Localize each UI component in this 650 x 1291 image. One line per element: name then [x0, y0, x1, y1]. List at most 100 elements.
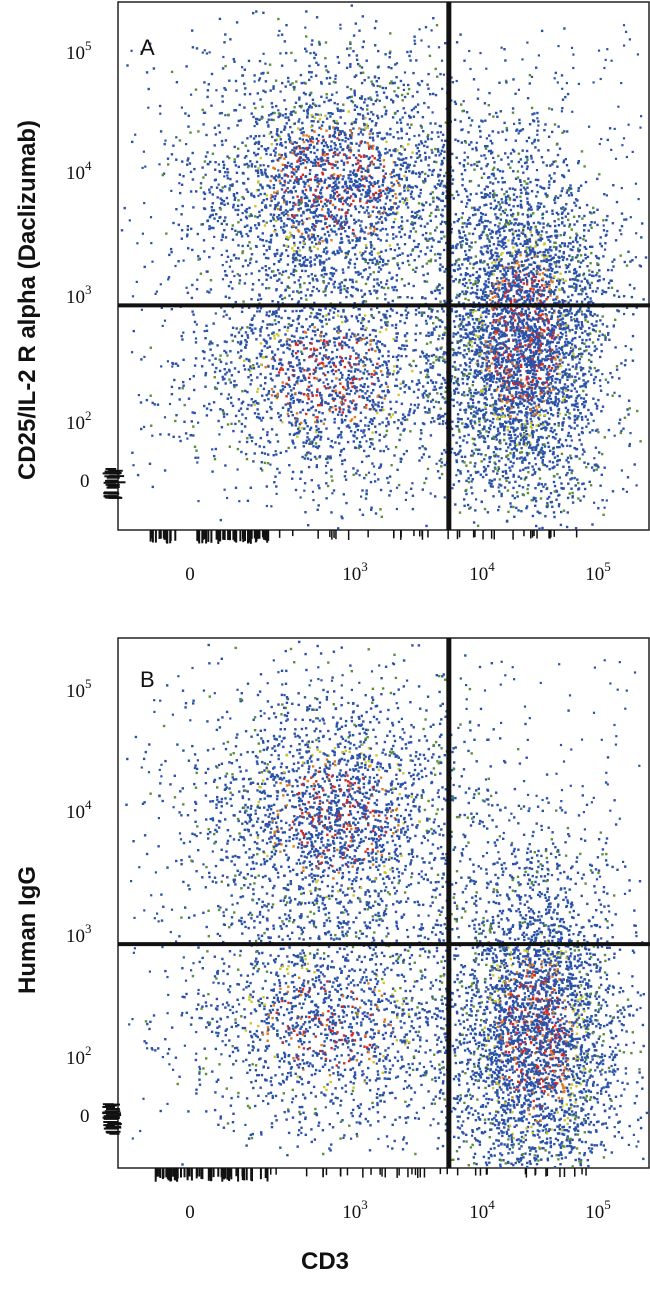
- event-dot: [211, 342, 214, 345]
- event-dot: [353, 108, 356, 111]
- event-dot: [520, 456, 523, 459]
- event-dot: [363, 364, 367, 367]
- event-dot: [280, 188, 284, 191]
- event-dot: [295, 80, 298, 83]
- event-dot: [237, 244, 240, 247]
- event-dot: [259, 98, 262, 101]
- event-dot: [564, 215, 567, 218]
- event-dot: [314, 175, 317, 179]
- event-dot: [364, 356, 367, 359]
- event-dot: [531, 433, 534, 437]
- event-dot: [281, 384, 284, 388]
- event-dot: [313, 228, 316, 232]
- event-dot: [376, 200, 379, 203]
- event-dot: [208, 227, 211, 231]
- event-dot: [234, 208, 237, 212]
- event-dot: [325, 144, 329, 147]
- event-dot: [543, 324, 546, 327]
- event-dot: [359, 338, 362, 342]
- event-dot: [269, 405, 272, 409]
- event-dot: [297, 426, 301, 429]
- event-dot: [345, 217, 348, 220]
- event-dot: [321, 357, 324, 360]
- event-dot: [290, 165, 293, 169]
- event-dot: [264, 205, 267, 209]
- event-dot: [342, 394, 345, 397]
- event-dot: [317, 203, 320, 207]
- event-dot: [306, 116, 309, 119]
- event-dot: [428, 214, 432, 217]
- event-dot: [418, 311, 421, 314]
- event-dot: [345, 185, 348, 188]
- event-dot: [331, 174, 334, 177]
- event-dot: [303, 281, 306, 285]
- event-dot: [321, 205, 325, 208]
- event-dot: [261, 232, 264, 235]
- event-dot: [347, 137, 350, 141]
- event-dot: [569, 184, 572, 187]
- event-dot: [377, 357, 380, 360]
- event-dot: [272, 390, 275, 393]
- event-dot: [319, 157, 322, 160]
- event-dot: [470, 163, 473, 167]
- event-dot: [224, 216, 227, 219]
- event-dot: [223, 377, 226, 381]
- event-dot: [219, 518, 222, 522]
- event-dot: [355, 341, 359, 344]
- event-dot: [346, 186, 349, 190]
- event-dot: [429, 260, 432, 263]
- event-dot: [290, 389, 293, 392]
- event-dot: [279, 156, 283, 159]
- event-dot: [330, 278, 333, 281]
- event-dot: [327, 362, 331, 365]
- event-dot: [365, 155, 368, 158]
- event-dot: [491, 142, 494, 145]
- event-dot: [362, 371, 365, 374]
- event-dot: [194, 88, 198, 91]
- event-dot: [332, 337, 336, 340]
- event-dot: [274, 151, 277, 154]
- event-dot: [517, 420, 521, 424]
- event-dot: [349, 419, 352, 423]
- event-dot: [339, 241, 342, 244]
- event-dot: [244, 209, 247, 212]
- event-dot: [424, 26, 428, 29]
- event-dot: [396, 131, 399, 134]
- event-dot: [252, 11, 255, 15]
- event-dot: [286, 326, 290, 329]
- event-dot: [360, 175, 363, 178]
- event-dot: [424, 369, 427, 372]
- event-dot: [209, 279, 213, 282]
- event-dot: [285, 203, 288, 206]
- event-dot: [224, 274, 227, 277]
- event-dot: [308, 237, 312, 240]
- event-dot: [392, 183, 396, 186]
- event-dot: [427, 133, 430, 137]
- event-dot: [508, 437, 511, 440]
- event-dot: [308, 178, 311, 181]
- event-dot: [354, 408, 357, 411]
- event-dot: [568, 424, 571, 428]
- event-dot: [525, 251, 528, 255]
- event-dot: [245, 357, 248, 361]
- event-dot: [253, 403, 256, 407]
- event-dot: [328, 149, 331, 152]
- event-dot: [386, 371, 389, 374]
- event-dot: [211, 354, 214, 357]
- event-dot: [344, 188, 347, 192]
- event-dot: [421, 208, 425, 212]
- event-dot: [249, 436, 252, 439]
- event-dot: [494, 177, 497, 180]
- event-dot: [219, 197, 222, 200]
- event-dot: [257, 147, 260, 151]
- event-dot: [274, 147, 277, 150]
- event-dot: [266, 71, 270, 74]
- event-dot: [373, 227, 376, 230]
- event-dot: [363, 434, 366, 437]
- event-dot: [231, 287, 234, 290]
- event-dot: [451, 341, 454, 344]
- event-dot: [534, 312, 538, 315]
- event-dot: [323, 266, 326, 270]
- event-dot: [337, 219, 340, 222]
- event-dot: [301, 379, 304, 382]
